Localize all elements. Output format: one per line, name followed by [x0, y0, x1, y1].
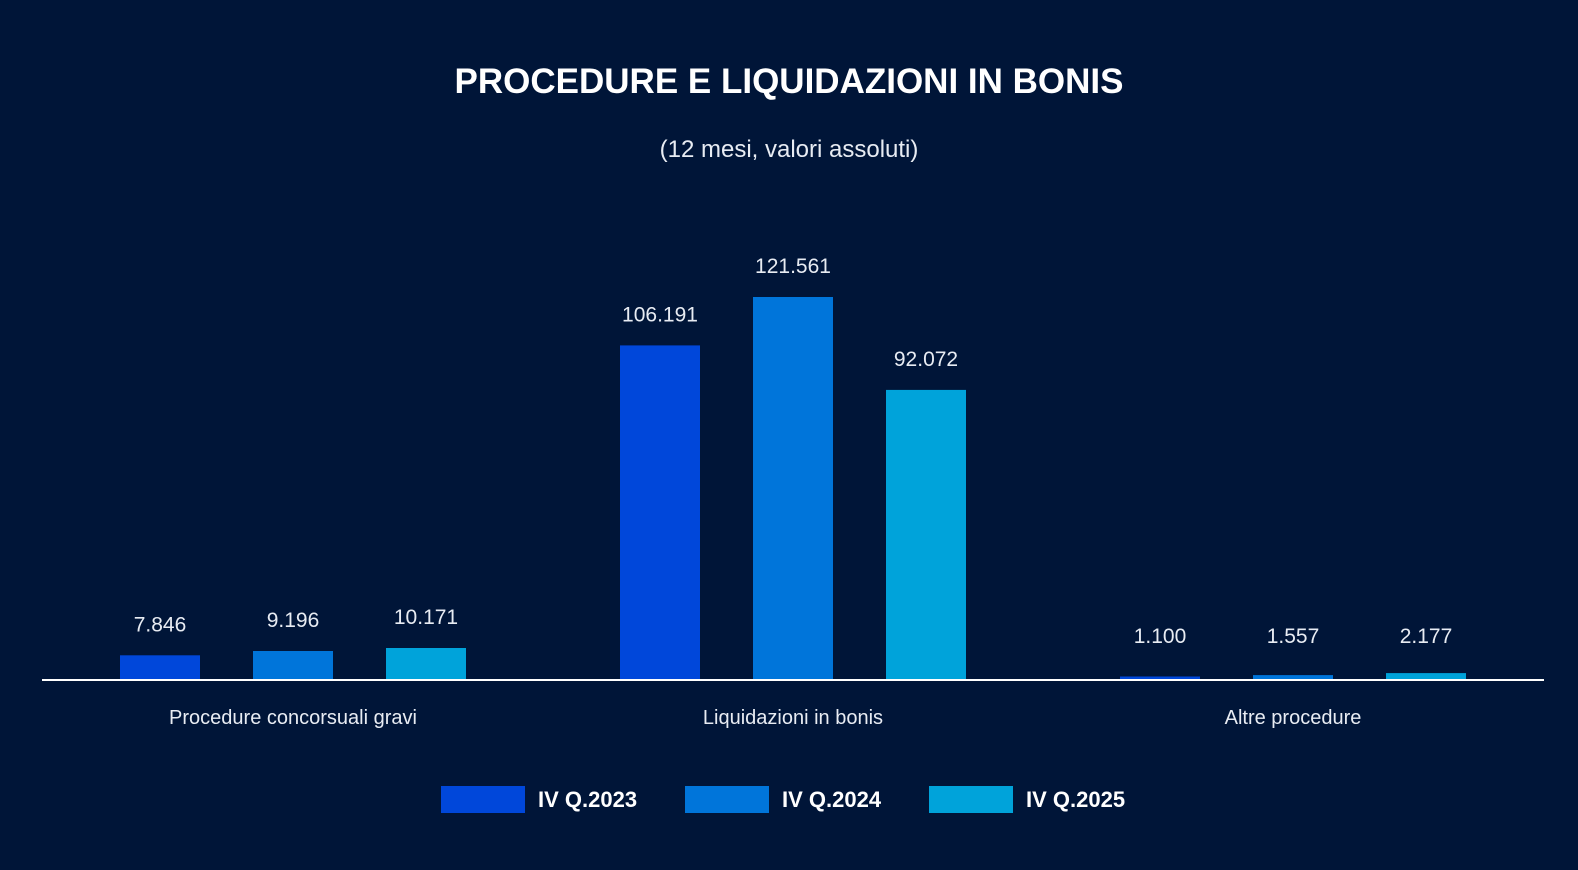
bar-value-label: 9.196: [267, 609, 320, 632]
bar: [1120, 676, 1200, 680]
bar: [386, 648, 466, 680]
category-label: Liquidazioni in bonis: [703, 707, 883, 729]
legend-swatch: [441, 786, 525, 813]
bar-value-label: 1.557: [1267, 625, 1320, 648]
bar: [253, 651, 333, 680]
bar-value-label: 10.171: [394, 606, 458, 629]
bar-value-label: 121.561: [755, 255, 831, 278]
chart-title: PROCEDURE E LIQUIDAZIONI IN BONIS: [455, 62, 1124, 101]
bar-value-label: 7.846: [134, 613, 187, 636]
category-label: Altre procedure: [1225, 707, 1362, 729]
bar: [886, 389, 966, 680]
value-labels-group: 7.846 9.196 10.171 106.191 121.561 92.072 1.10…: [134, 255, 1453, 648]
category-label: Procedure concorsuali gravi: [169, 707, 417, 729]
bars-group: [120, 297, 1466, 680]
legend-swatch: [929, 786, 1013, 813]
bar-value-label: 1.100: [1134, 625, 1187, 648]
legend-label: IV Q.2025: [1026, 787, 1125, 812]
legend-label: IV Q.2023: [538, 787, 637, 812]
category-labels-group: Procedure concorsuali gravi Liquidazioni …: [169, 707, 1361, 729]
bar: [1386, 673, 1466, 680]
legend-label: IV Q.2024: [782, 787, 882, 812]
legend-swatch: [685, 786, 769, 813]
bar-value-label: 92.072: [894, 348, 958, 371]
bar-value-label: 2.177: [1400, 625, 1453, 648]
bar-value-label: 106.191: [622, 303, 698, 326]
bar: [753, 297, 833, 680]
chart-subtitle: (12 mesi, valori assoluti): [660, 136, 919, 163]
legend: IV Q.2023 IV Q.2024 IV Q.2025: [441, 786, 1125, 813]
bar: [620, 345, 700, 680]
bar: [1253, 675, 1333, 680]
bar: [120, 655, 200, 680]
